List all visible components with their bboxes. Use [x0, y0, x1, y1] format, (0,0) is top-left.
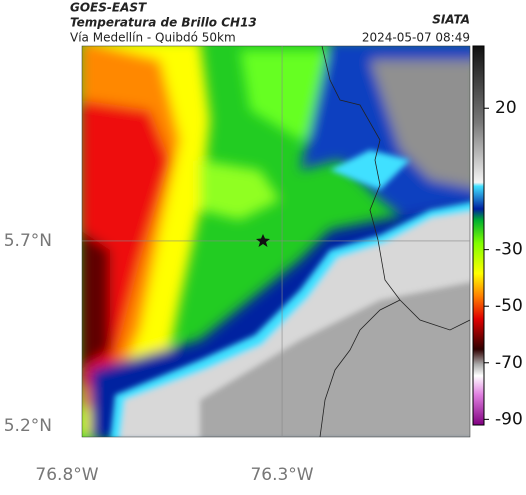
- datetime: 2024-05-07 08:49: [362, 31, 470, 45]
- title: GOES-EAST: [70, 1, 147, 15]
- location-star: [256, 234, 270, 247]
- source: SIATA: [432, 13, 470, 27]
- colorbar-tick-label: -90: [495, 409, 523, 429]
- satellite-image: [82, 46, 470, 437]
- lat-tick-label: 5.7°N: [4, 231, 52, 251]
- subtitle: Temperatura de Brillo CH13: [70, 16, 257, 30]
- map-frame: [81, 45, 471, 438]
- colorbar-tick-label: -70: [495, 353, 523, 373]
- colorbar-tick-label: -50: [495, 296, 523, 316]
- caption: Vía Medellín - Quibdó 50km: [70, 31, 236, 45]
- graticule: [82, 46, 470, 437]
- lat-tick-label: 5.2°N: [4, 416, 52, 436]
- lon-tick-label: 76.8°W: [35, 465, 98, 485]
- colorbar-tick-label: 20: [495, 98, 517, 118]
- colorbar: [472, 45, 485, 426]
- colorbar-tick-label: -30: [495, 240, 523, 260]
- lon-tick-label: 76.3°W: [250, 465, 313, 485]
